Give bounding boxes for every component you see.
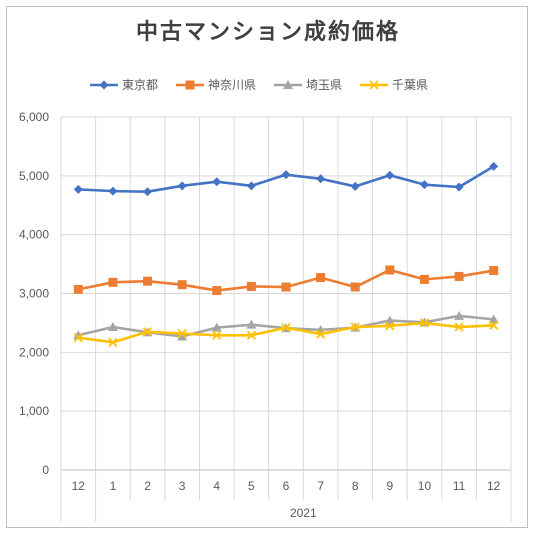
x-tick-label: 1 [110, 479, 117, 493]
x-tick-label: 12 [487, 479, 501, 493]
data-point [211, 322, 222, 332]
legend-label: 埼玉県 [306, 78, 342, 92]
data-point [489, 320, 499, 330]
data-point [108, 337, 118, 347]
data-point [488, 314, 499, 324]
data-point [419, 274, 429, 284]
data-point [315, 329, 326, 339]
data-point [454, 271, 464, 281]
data-point [419, 318, 430, 328]
data-point [212, 330, 222, 340]
legend-marker [99, 80, 109, 90]
data-point [212, 286, 222, 296]
y-tick-label: 2,000 [19, 345, 49, 359]
y-tick-label: 1,000 [19, 404, 49, 418]
data-point [177, 331, 188, 341]
data-point [246, 181, 256, 191]
data-point [246, 319, 257, 329]
data-point [385, 321, 395, 331]
data-point [454, 322, 464, 332]
x-tick-label: 9 [387, 479, 394, 493]
chart-title: 中古マンション成約価格 [135, 20, 400, 45]
data-point [108, 186, 118, 196]
data-point [350, 282, 360, 292]
data-point [454, 182, 464, 192]
y-tick-label: 6,000 [19, 110, 49, 124]
x-tick-label: 3 [179, 479, 186, 493]
data-point [142, 327, 153, 337]
data-point [246, 281, 256, 291]
data-point [385, 170, 395, 180]
x-tick-label: 2 [144, 479, 151, 493]
data-point [212, 177, 222, 187]
data-point [281, 322, 291, 333]
x-tick-label: 8 [352, 479, 359, 493]
x-tick-label: 6 [283, 479, 290, 493]
x-tick-label: 11 [453, 479, 466, 493]
data-point [281, 170, 291, 180]
data-point [419, 180, 429, 190]
data-point [350, 322, 360, 332]
data-point [107, 322, 118, 332]
x-tick-label: 7 [317, 479, 324, 493]
data-point [177, 181, 187, 191]
x-group-label: 2021 [290, 506, 317, 520]
y-tick-label: 0 [42, 463, 49, 477]
chart-frame [6, 6, 528, 528]
data-point [108, 277, 118, 287]
y-tick-label: 3,000 [19, 287, 49, 301]
data-point [316, 174, 326, 184]
data-point [143, 276, 153, 286]
y-tick-label: 4,000 [19, 228, 49, 242]
data-point [73, 284, 83, 294]
data-point [73, 184, 83, 194]
x-tick-label: 5 [248, 479, 255, 493]
x-tick-label: 4 [213, 479, 220, 493]
legend-marker [369, 80, 379, 90]
data-point [177, 328, 187, 339]
data-point [143, 187, 153, 197]
data-point [281, 282, 291, 292]
data-point [246, 330, 257, 340]
legend-label: 東京都 [122, 78, 158, 92]
data-point [489, 266, 499, 276]
legend-label: 神奈川県 [208, 78, 256, 92]
data-point [177, 280, 187, 290]
data-point [73, 332, 83, 343]
x-tick-label: 10 [418, 479, 432, 493]
legend-marker [185, 80, 195, 90]
legend-label: 千葉県 [392, 78, 428, 92]
y-tick-label: 5,000 [19, 169, 49, 183]
data-point [454, 310, 465, 320]
legend-marker [283, 80, 293, 89]
data-point [489, 161, 499, 171]
x-tick-label: 12 [72, 479, 86, 493]
data-point [385, 265, 395, 275]
data-point [316, 273, 326, 283]
data-point [350, 181, 360, 191]
